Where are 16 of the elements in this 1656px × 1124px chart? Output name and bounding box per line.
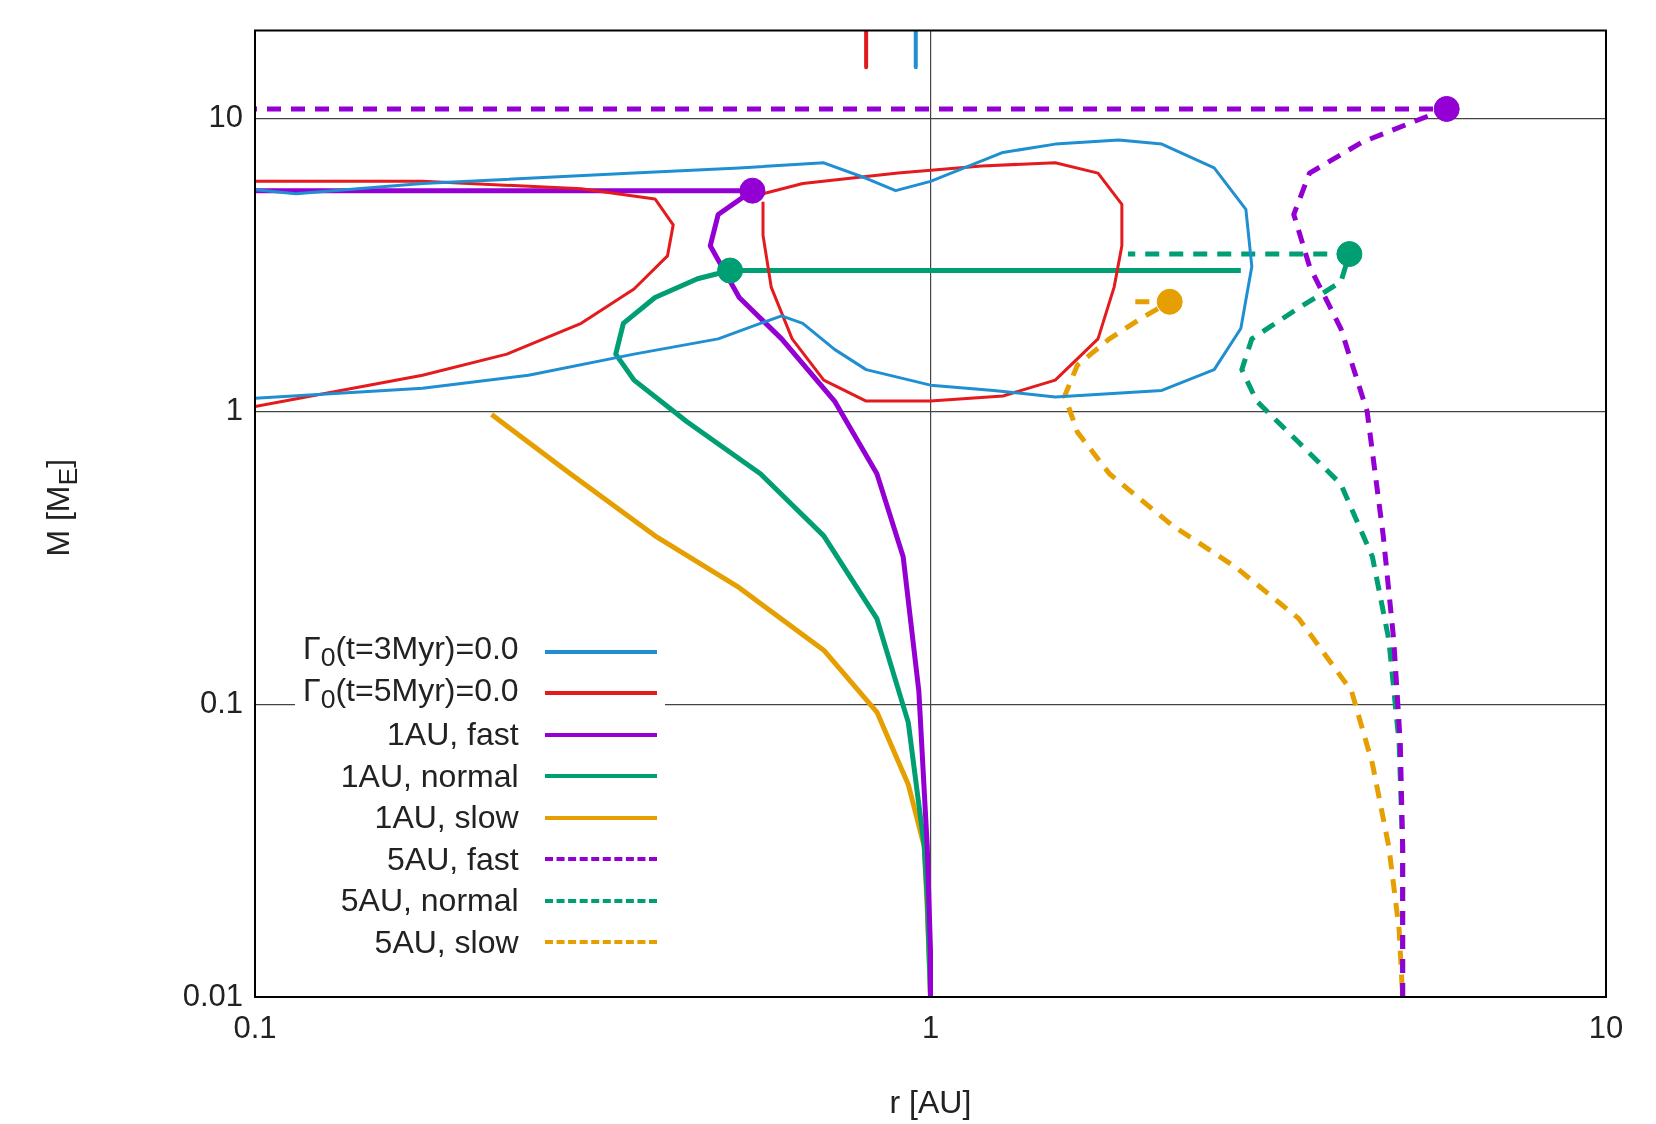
legend-label: Γ$_{0}$(t=3Myr)=0.0: [303, 630, 519, 674]
legend-label: Γ$_{0}$(t=5Myr)=0.0: [303, 671, 519, 715]
y-tick-label: 1: [225, 392, 243, 428]
y-tick-label: 10: [208, 99, 243, 135]
y-tick-label: 0.1: [199, 684, 243, 720]
legend-label: 5AU, fast: [387, 840, 519, 878]
x-axis-title: r [AU]: [889, 1084, 972, 1121]
x-tick-label: 10: [1588, 1010, 1624, 1046]
legend-label: 1AU, normal: [340, 757, 519, 795]
y-tick-label: 0.01: [182, 977, 243, 1013]
legend-label: 5AU, slow: [374, 923, 519, 961]
legend-label: 1AU, slow: [374, 799, 519, 837]
legend-label: 1AU, fast: [387, 716, 519, 754]
x-tick-label: 0.1: [233, 1010, 277, 1046]
x-tick-label: 1: [921, 1010, 940, 1046]
legend-label: 5AU, normal: [340, 882, 519, 920]
